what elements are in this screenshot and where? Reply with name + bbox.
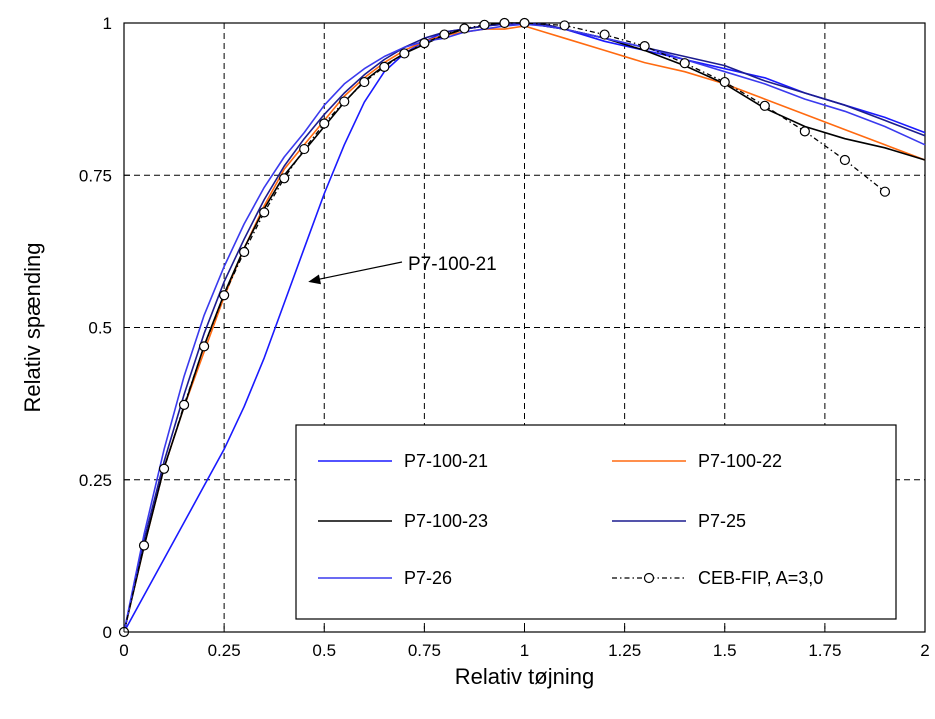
- y-tick-label: 0.75: [79, 166, 112, 185]
- series-point-5: [839, 154, 851, 166]
- series-point-5: [379, 61, 390, 72]
- series-point-5: [138, 540, 150, 551]
- series-point-5: [339, 96, 350, 107]
- series-point-5: [439, 29, 450, 40]
- x-tick-label: 1.5: [713, 641, 737, 660]
- legend-label-1: P7-100-22: [698, 451, 782, 471]
- series-point-5: [419, 37, 430, 49]
- x-tick-label: 1: [520, 641, 529, 660]
- grid: [124, 23, 925, 632]
- series-point-5: [799, 126, 810, 137]
- series-line-3: [123, 22, 926, 633]
- series-point-5: [239, 246, 250, 258]
- x-axis-title: Relativ tøjning: [455, 664, 594, 689]
- x-axis: 0 0.25 0.5 0.75 1 1.25 1.5 1.75 2: [119, 626, 930, 660]
- series-point-5: [879, 186, 891, 197]
- series-point-5: [219, 290, 230, 301]
- series-point-5: [299, 143, 310, 155]
- series-point-5: [359, 76, 370, 88]
- series-point-5: [499, 17, 510, 29]
- x-tick-label: 0.25: [208, 641, 241, 660]
- series-point-5: [319, 118, 330, 129]
- x-tick-label: 0.5: [312, 641, 336, 660]
- legend-label-3: P7-25: [698, 511, 746, 531]
- annotation-arrowhead: [308, 274, 322, 285]
- series-line-4: [123, 23, 926, 633]
- series-point-5: [199, 341, 210, 352]
- legend: P7-100-21 P7-100-22 P7-100-23 P7-25 P7-26 CEB…: [295, 424, 897, 620]
- y-tick-label: 0: [103, 623, 112, 642]
- legend-label-4: P7-26: [404, 568, 452, 588]
- series-point-5: [719, 76, 730, 88]
- y-axis-title: Relativ spænding: [20, 243, 45, 413]
- series-point-5: [259, 207, 270, 218]
- legend-marker-5: [643, 572, 655, 584]
- annotation: P7-100-21: [308, 254, 497, 285]
- series-point-5: [559, 20, 570, 31]
- series-point-5: [279, 173, 290, 184]
- series-point-5: [639, 41, 650, 52]
- series-point-5: [479, 19, 490, 30]
- series-point-5: [599, 29, 610, 40]
- x-tick-label: 2: [920, 641, 929, 660]
- legend-label-2: P7-100-23: [404, 511, 488, 531]
- x-tick-label: 1.25: [608, 641, 641, 660]
- x-tick-label: 1.75: [808, 641, 841, 660]
- series-point-5: [459, 23, 470, 34]
- y-tick-label: 0.5: [88, 319, 112, 338]
- series-point-5: [158, 463, 170, 474]
- series-point-5: [399, 48, 410, 59]
- y-axis: 0 0.25 0.5 0.75 1: [79, 14, 130, 642]
- series-point-5: [679, 58, 690, 69]
- series-point-5: [759, 100, 770, 111]
- y-tick-label: 1: [103, 14, 112, 33]
- annotation-label: P7-100-21: [408, 254, 497, 275]
- plot-area: [118, 17, 926, 638]
- annotation-arrow-line: [316, 261, 403, 281]
- legend-label-0: P7-100-21: [404, 451, 488, 471]
- x-tick-label: 0.75: [408, 641, 441, 660]
- series-point-5: [519, 17, 530, 29]
- legend-box: [295, 424, 897, 620]
- legend-label-5: CEB-FIP, A=3,0: [698, 568, 823, 588]
- series-point-5: [178, 399, 190, 410]
- x-tick-label: 0: [119, 641, 128, 660]
- y-tick-label: 0.25: [79, 471, 112, 490]
